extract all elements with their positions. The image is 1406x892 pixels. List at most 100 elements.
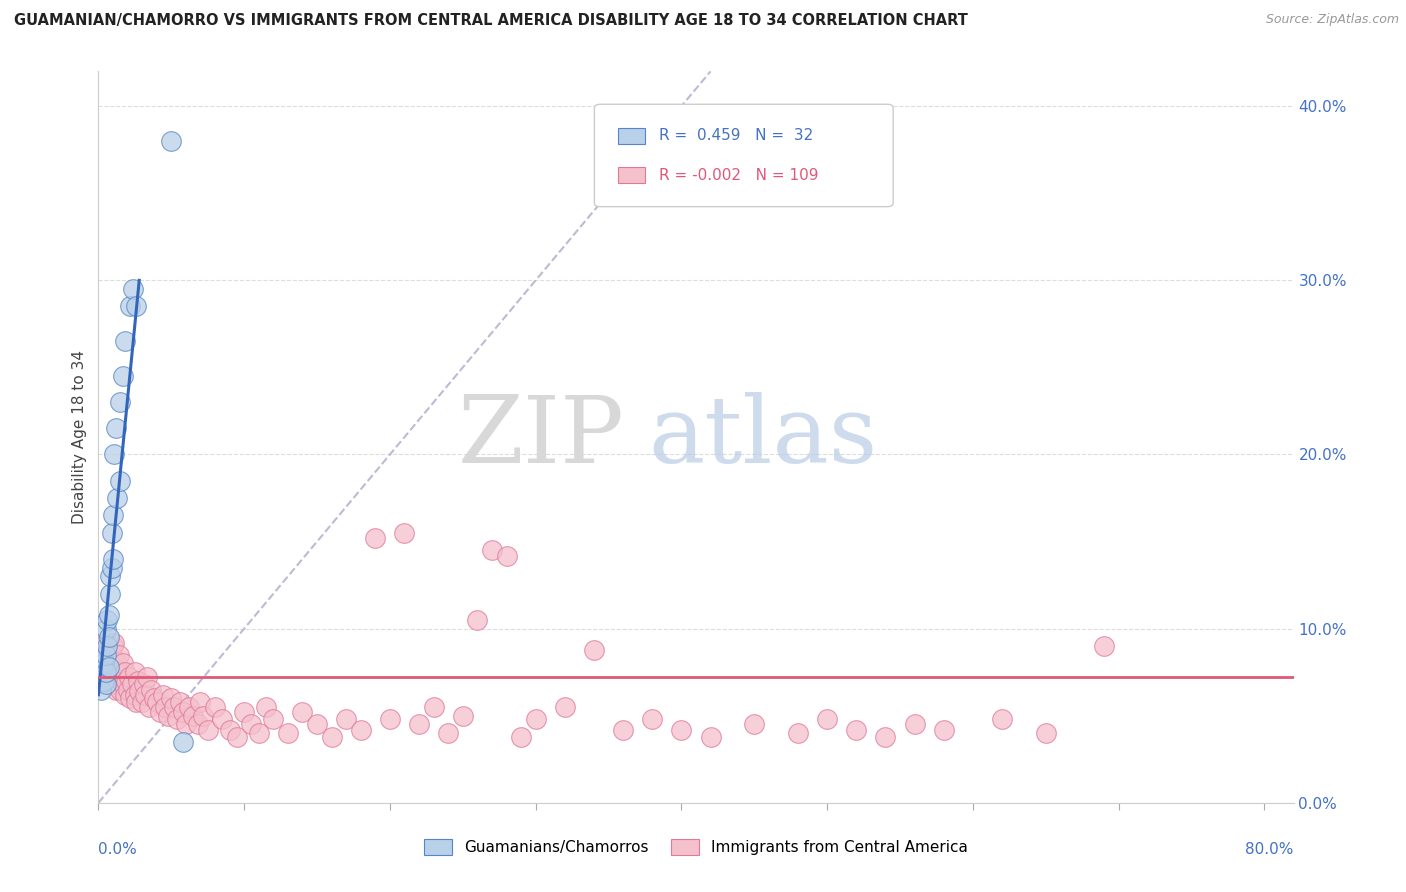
- Point: [110, 682, 132, 697]
- Point: [742, 717, 765, 731]
- Point: [991, 712, 1014, 726]
- Point: [127, 673, 149, 688]
- Point: [91, 665, 114, 680]
- Point: [181, 708, 204, 723]
- Point: [160, 134, 183, 148]
- Point: [124, 665, 146, 680]
- Point: [277, 726, 299, 740]
- Point: [177, 700, 200, 714]
- Point: [394, 525, 416, 540]
- Point: [139, 682, 162, 697]
- Point: [90, 682, 112, 697]
- Text: 0.0%: 0.0%: [98, 842, 138, 857]
- Point: [101, 508, 124, 523]
- Point: [160, 691, 183, 706]
- Point: [321, 730, 343, 744]
- Point: [104, 665, 127, 680]
- Point: [104, 682, 127, 697]
- Point: [225, 730, 247, 744]
- Point: [524, 712, 547, 726]
- Point: [101, 552, 124, 566]
- Point: [305, 717, 328, 731]
- Point: [117, 682, 139, 697]
- Point: [120, 691, 142, 706]
- Point: [105, 677, 128, 691]
- Point: [422, 700, 444, 714]
- Point: [98, 587, 121, 601]
- Point: [364, 531, 387, 545]
- Point: [118, 670, 141, 684]
- Point: [125, 695, 148, 709]
- Point: [845, 723, 868, 737]
- Point: [97, 653, 120, 667]
- Point: [120, 300, 142, 314]
- Point: [97, 660, 120, 674]
- Point: [103, 635, 125, 649]
- Point: [97, 670, 120, 684]
- Point: [128, 684, 150, 698]
- Point: [247, 726, 270, 740]
- Point: [193, 708, 215, 723]
- Point: [98, 642, 121, 657]
- Point: [166, 712, 188, 726]
- Point: [125, 300, 148, 314]
- Point: [93, 673, 115, 688]
- FancyBboxPatch shape: [595, 104, 893, 207]
- Point: [112, 677, 135, 691]
- Point: [204, 700, 226, 714]
- Point: [699, 730, 721, 744]
- Point: [350, 723, 373, 737]
- Point: [98, 673, 121, 688]
- Point: [1035, 726, 1057, 740]
- Point: [451, 708, 474, 723]
- Point: [174, 717, 197, 731]
- Point: [169, 695, 191, 709]
- Point: [787, 726, 810, 740]
- Point: [105, 491, 128, 505]
- Point: [437, 726, 460, 740]
- Point: [96, 642, 118, 657]
- Point: [97, 639, 120, 653]
- Point: [152, 688, 174, 702]
- Point: [124, 688, 146, 702]
- Point: [114, 688, 136, 702]
- Legend: Guamanians/Chamorros, Immigrants from Central America: Guamanians/Chamorros, Immigrants from Ce…: [418, 833, 974, 861]
- Point: [122, 282, 145, 296]
- Point: [641, 712, 664, 726]
- Point: [100, 560, 122, 574]
- Point: [408, 717, 430, 731]
- Text: GUAMANIAN/CHAMORRO VS IMMIGRANTS FROM CENTRAL AMERICA DISABILITY AGE 18 TO 34 CO: GUAMANIAN/CHAMORRO VS IMMIGRANTS FROM CE…: [14, 13, 967, 29]
- Point: [132, 677, 155, 691]
- Point: [94, 677, 117, 691]
- Point: [903, 717, 925, 731]
- Point: [582, 642, 605, 657]
- Point: [98, 569, 121, 583]
- Point: [138, 700, 160, 714]
- Point: [114, 334, 136, 349]
- Point: [110, 474, 132, 488]
- Point: [96, 639, 118, 653]
- Point: [96, 613, 118, 627]
- Point: [254, 700, 277, 714]
- Point: [211, 712, 233, 726]
- Point: [671, 723, 693, 737]
- Point: [932, 723, 955, 737]
- Point: [155, 700, 177, 714]
- Point: [97, 631, 120, 645]
- Point: [101, 677, 124, 691]
- Text: ZIP: ZIP: [457, 392, 624, 482]
- Point: [135, 670, 157, 684]
- Point: [291, 705, 314, 719]
- Text: R = -0.002   N = 109: R = -0.002 N = 109: [659, 168, 818, 183]
- Point: [115, 673, 138, 688]
- Text: R =  0.459   N =  32: R = 0.459 N = 32: [659, 128, 813, 144]
- Point: [157, 708, 180, 723]
- Point: [93, 653, 115, 667]
- Point: [240, 717, 263, 731]
- Point: [110, 395, 132, 409]
- Point: [108, 648, 131, 662]
- Point: [121, 677, 143, 691]
- Point: [172, 705, 194, 719]
- Point: [163, 700, 186, 714]
- FancyBboxPatch shape: [619, 128, 644, 144]
